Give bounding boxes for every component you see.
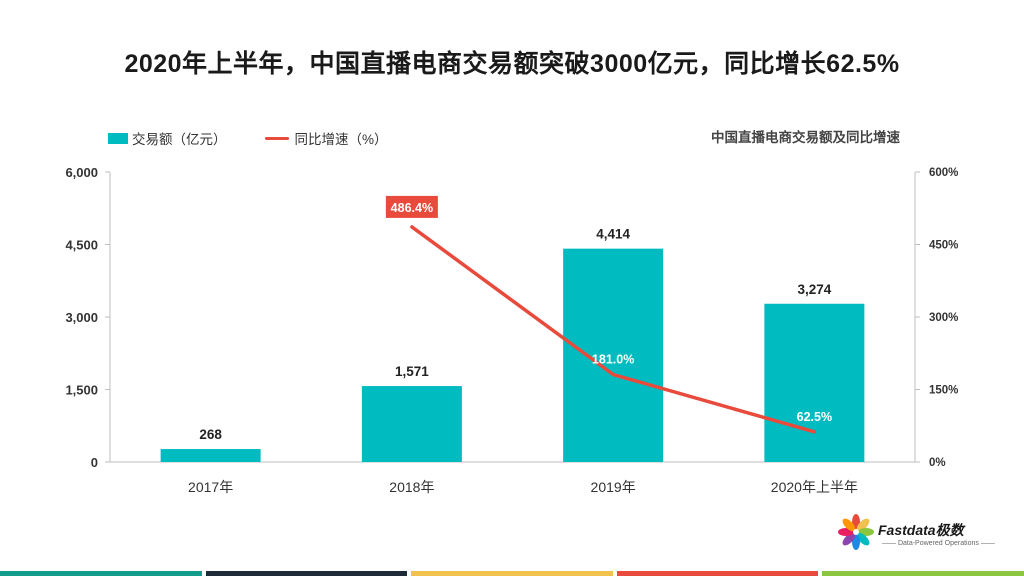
page-title: 2020年上半年，中国直播电商交易额突破3000亿元，同比增长62.5%	[124, 50, 900, 78]
bar	[361, 386, 462, 462]
footer-segment	[0, 571, 202, 576]
footer-segment	[411, 571, 613, 576]
line-value-label: 181.0%	[592, 353, 634, 367]
y-tick-label-right: 0%	[929, 457, 946, 469]
bar	[563, 248, 664, 462]
footer-color-bar	[0, 571, 1024, 576]
bar	[764, 303, 865, 462]
legend-line-label: 同比增速（%）	[294, 132, 388, 147]
flower-logo-icon	[838, 514, 874, 550]
y-tick-label-left: 6,000	[65, 165, 98, 180]
line-value-label: 486.4%	[391, 201, 433, 215]
bar-value-label: 4,414	[596, 227, 630, 242]
legend-bar-swatch	[108, 132, 128, 144]
chart-subtitle: 中国直播电商交易额及同比增速	[711, 130, 900, 145]
chart-legend: 交易额（亿元） 同比增速（%）	[108, 128, 426, 148]
bar-value-label: 268	[199, 427, 222, 442]
legend-item-bar: 交易额（亿元）	[108, 128, 227, 148]
y-tick-label-left: 0	[91, 455, 98, 470]
x-tick-label: 2017年	[188, 479, 233, 495]
y-tick-label-right: 300%	[929, 312, 958, 324]
x-tick-label: 2020年上半年	[771, 479, 858, 495]
line-value-label: 62.5%	[797, 410, 832, 424]
y-tick-label-right: 450%	[929, 240, 958, 252]
legend-item-line: 同比增速（%）	[264, 128, 388, 148]
y-tick-label-right: 600%	[929, 167, 958, 179]
brand-logo: Fastdata极数 —— Data-Powered Operations ——	[838, 510, 1008, 558]
y-tick-label-right: 150%	[929, 385, 958, 397]
line-label-box	[385, 195, 438, 218]
x-tick-label: 2018年	[389, 479, 434, 495]
legend-line-swatch	[264, 136, 289, 140]
footer-segment	[822, 571, 1024, 576]
footer-segment	[205, 571, 408, 576]
y-tick-label-left: 1,500	[65, 383, 98, 398]
growth-line	[410, 225, 817, 434]
footer-segment	[616, 571, 819, 576]
logo-tagline: —— Data-Powered Operations ——	[882, 540, 995, 547]
bar-value-label: 1,571	[395, 364, 429, 379]
legend-bar-label: 交易额（亿元）	[132, 132, 227, 147]
y-tick-label-left: 4,500	[65, 238, 98, 253]
x-tick-label: 2019年	[591, 479, 636, 495]
logo-name: Fastdata极数	[878, 522, 964, 538]
bar-value-label: 3,274	[797, 282, 831, 297]
bar	[160, 449, 261, 462]
y-tick-label-left: 3,000	[65, 310, 98, 325]
